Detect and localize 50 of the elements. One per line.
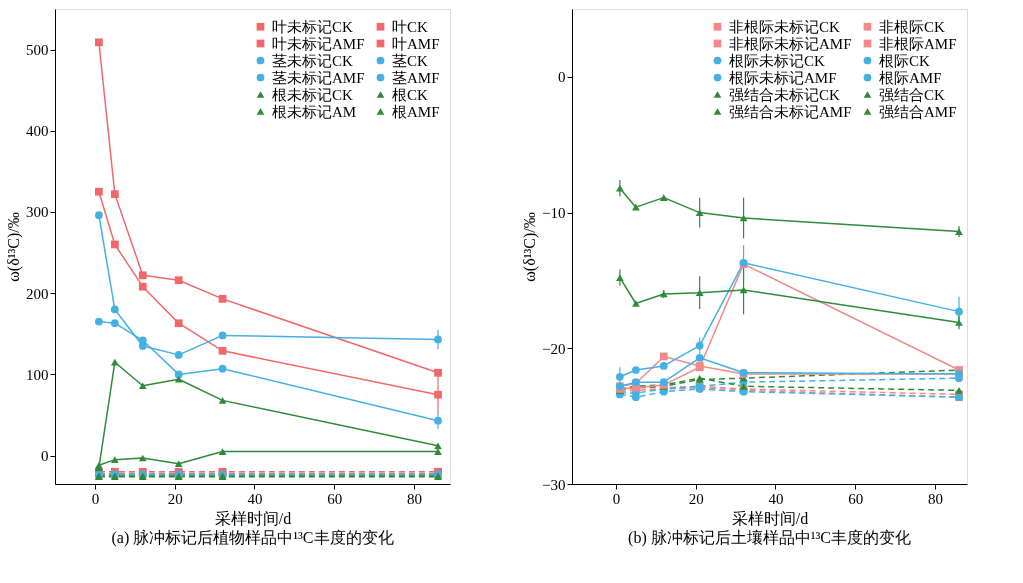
legend-label: 强结合未标记AMF: [729, 103, 852, 120]
y-tick-label: 0: [558, 69, 566, 86]
y-tick-label: 100: [26, 366, 49, 383]
legend-label: 强结合AMF: [879, 103, 957, 120]
y-tick-label: 0: [41, 448, 49, 465]
x-axis-title: 采样时间/d: [731, 509, 809, 527]
x-tick-label: 40: [247, 490, 263, 507]
y-tick-label: 500: [26, 42, 49, 59]
legend-label: 叶未标记AMF: [272, 35, 365, 52]
text: (b) 脉冲标记后土壤样品中¹³C丰度的变化: [628, 529, 911, 547]
legend-label: 茎AMF: [392, 69, 440, 86]
legend-label: 非根际未标记CK: [729, 18, 840, 35]
x-tick-label: 80: [928, 490, 944, 507]
x-tick-label: 80: [407, 490, 423, 507]
legend-label: 根际AMF: [879, 69, 942, 86]
x-tick-label: 20: [167, 490, 183, 507]
legend-label: 叶AMF: [392, 35, 440, 52]
x-axis-title: 采样时间/d: [214, 509, 292, 527]
y-tick-label: 200: [26, 285, 49, 302]
legend-label: 根AMF: [392, 103, 440, 120]
legend-label: 根未标记AM: [272, 103, 357, 120]
legend-label: 根未标记CK: [272, 86, 353, 103]
legend-label: 茎CK: [392, 52, 428, 69]
legend-label: 根CK: [392, 86, 428, 103]
y-axis-title: ω(δ¹³C)/‰: [521, 212, 540, 282]
legend-label: 强结合CK: [879, 86, 945, 103]
legend-label: 非根际未标记AMF: [729, 35, 852, 52]
y-tick-label: 400: [26, 123, 49, 140]
legend-label: 非根际CK: [879, 18, 945, 35]
legend-label: 茎未标记CK: [272, 52, 353, 69]
legend-label: 叶未标记CK: [272, 18, 353, 35]
x-tick-label: 60: [327, 490, 343, 507]
y-tick-label: 300: [26, 204, 49, 221]
legend-label: 叶CK: [392, 18, 428, 35]
x-tick-label: 20: [688, 490, 704, 507]
legend-label: 强结合未标记CK: [729, 86, 840, 103]
legend-label: 茎未标记AMF: [272, 69, 365, 86]
x-tick-label: 60: [848, 490, 864, 507]
y-tick-label: −30: [542, 476, 566, 493]
x-tick-label: 0: [612, 490, 621, 507]
y-axis-title: ω(δ¹³C)/‰: [5, 212, 23, 282]
legend-label: 非根际AMF: [879, 35, 957, 52]
y-tick-label: −20: [542, 340, 566, 357]
legend-label: 根际CK: [879, 52, 930, 69]
x-tick-label: 40: [768, 490, 784, 507]
legend-label: 根际未标记CK: [729, 52, 825, 69]
text: (a) 脉冲标记后植物样品中¹³C丰度的变化: [111, 529, 394, 547]
x-tick-label: 0: [91, 490, 100, 507]
y-tick-label: −10: [542, 205, 566, 222]
legend-label: 根际未标记AMF: [729, 69, 837, 86]
